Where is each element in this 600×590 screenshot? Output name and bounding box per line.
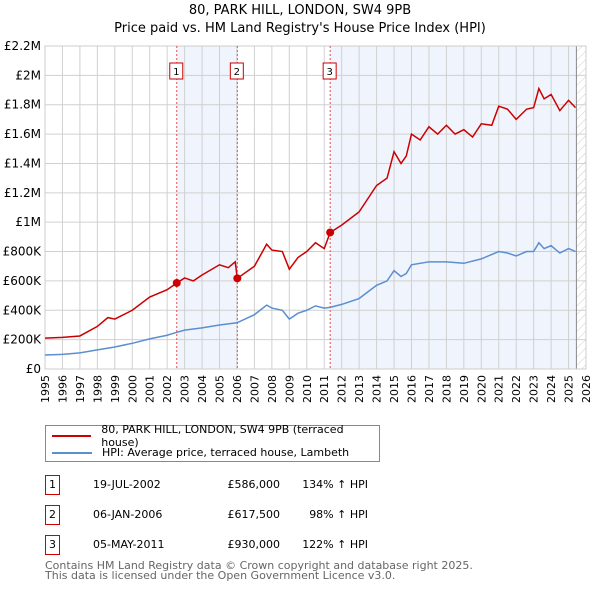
x-tick-label: 2026 [580, 375, 593, 403]
x-tick-label: 2020 [475, 375, 488, 403]
x-tick-label: 2008 [266, 375, 279, 403]
shaded-period [330, 46, 577, 369]
y-tick-label: £200K [3, 333, 43, 347]
x-tick-label: 2005 [214, 375, 227, 403]
sale-hpi-diff: 134% ↑ HPI [302, 478, 368, 491]
sale-marker-label: 2 [234, 67, 240, 78]
y-tick-label: £2M [15, 68, 41, 82]
sale-point [233, 274, 242, 283]
x-tick-label: 1998 [91, 375, 104, 403]
sale-marker-label: 1 [173, 67, 179, 78]
x-tick-label: 2000 [126, 375, 139, 403]
sale-marker-box [229, 62, 244, 80]
sale-price: £617,500 [227, 508, 281, 521]
plot-border [44, 45, 587, 370]
x-tick-label: 2006 [231, 375, 244, 403]
x-tick-label: 2007 [248, 375, 261, 403]
sale-date: 05-MAY-2011 [93, 538, 165, 551]
price-chart: 1995 1996 1997 1998 1999 2000 2001 2002 2003 2004… [3, 39, 593, 403]
y-tick-label: £600K [3, 274, 43, 288]
y-tick-label: £1M [15, 215, 41, 229]
shaded-period [176, 46, 238, 369]
x-tick-label: 1996 [56, 375, 69, 403]
x-tick-label: 2023 [528, 375, 541, 403]
legend-swatch-red [52, 434, 92, 437]
sale-point [326, 228, 335, 237]
sale-price: £586,000 [227, 478, 281, 491]
y-tick-label: £400K [3, 303, 43, 317]
legend-item-property: 80, PARK HILL, LONDON, SW4 9PB (terraced… [52, 423, 379, 449]
sale-point [172, 278, 181, 287]
x-tick-label: 1995 [39, 375, 52, 403]
footer: Contains HM Land Registry data © Crown c… [45, 559, 473, 582]
forecast-hatch [576, 46, 586, 369]
x-tick-label: 2011 [318, 375, 331, 403]
x-tick-label: 2013 [353, 375, 366, 403]
sale-marker-box [322, 62, 337, 80]
sale-row: 1 19-JUL-2002 £586,000 134% ↑ HPI [45, 475, 405, 495]
x-tick-label: 2004 [196, 375, 209, 403]
x-tick-label: 2002 [161, 375, 174, 403]
chart-title: 80, PARK HILL, LONDON, SW4 9PB [188, 3, 412, 18]
x-tick-label: 1997 [74, 375, 87, 403]
sale-hpi-diff: 122% ↑ HPI [302, 538, 368, 551]
sale-marker-label: 1 [45, 475, 60, 495]
sale-row: 3 05-MAY-2011 £930,000 122% ↑ HPI [45, 535, 405, 555]
x-tick-label: 2024 [545, 375, 558, 403]
legend-swatch-blue [52, 451, 92, 454]
sale-row: 2 06-JAN-2006 £617,500 98% ↑ HPI [45, 505, 405, 525]
sale-marker-label: 2 [45, 505, 60, 525]
sale-date: 06-JAN-2006 [93, 508, 163, 521]
sale-marker-label: 3 [326, 67, 332, 78]
series-line [44, 241, 576, 356]
x-tick-label: 2025 [563, 375, 576, 403]
x-tick-label: 2018 [440, 375, 453, 403]
x-tick-label: 2003 [179, 375, 192, 403]
x-tick-label: 2012 [336, 375, 349, 403]
sale-marker-box [169, 62, 184, 80]
x-tick-label: 2015 [388, 375, 401, 403]
x-tick-label: 2022 [510, 375, 523, 403]
legend-item-hpi: HPI: Average price, terraced house, Lamb… [52, 444, 349, 461]
sale-date: 19-JUL-2002 [93, 478, 161, 491]
footer-line: This data is licensed under the Open Gov… [45, 569, 396, 582]
y-tick-label: £1.8M [4, 98, 41, 112]
sale-price: £930,000 [227, 538, 281, 551]
legend-label: HPI: Average price, terraced house, Lamb… [102, 446, 350, 459]
y-tick-label: £1.4M [4, 156, 41, 170]
x-tick-label: 2017 [423, 375, 436, 403]
x-tick-label: 2009 [283, 375, 296, 403]
x-tick-label: 2014 [371, 375, 384, 403]
y-tick-label: £1.2M [4, 186, 41, 200]
y-tick-label: £800K [3, 245, 43, 259]
sale-marker-label: 3 [45, 535, 60, 555]
y-tick-label: £0 [26, 362, 41, 376]
footer-line: Contains HM Land Registry data © Crown c… [45, 559, 473, 572]
chart-subtitle: Price paid vs. HM Land Registry's House … [114, 21, 486, 36]
y-tick-label: £2.2M [4, 39, 41, 53]
x-tick-label: 1999 [109, 375, 122, 403]
sale-hpi-diff: 98% ↑ HPI [309, 508, 368, 521]
x-tick-label: 2010 [301, 375, 314, 403]
y-tick-label: £1.6M [4, 127, 41, 141]
x-tick-label: 2016 [405, 375, 418, 403]
x-tick-label: 2001 [144, 375, 157, 403]
legend: 80, PARK HILL, LONDON, SW4 9PB (terraced… [45, 423, 380, 462]
legend-label: 80, PARK HILL, LONDON, SW4 9PB (terraced… [101, 422, 344, 449]
x-tick-label: 2019 [458, 375, 471, 403]
x-tick-label: 2021 [493, 375, 506, 403]
